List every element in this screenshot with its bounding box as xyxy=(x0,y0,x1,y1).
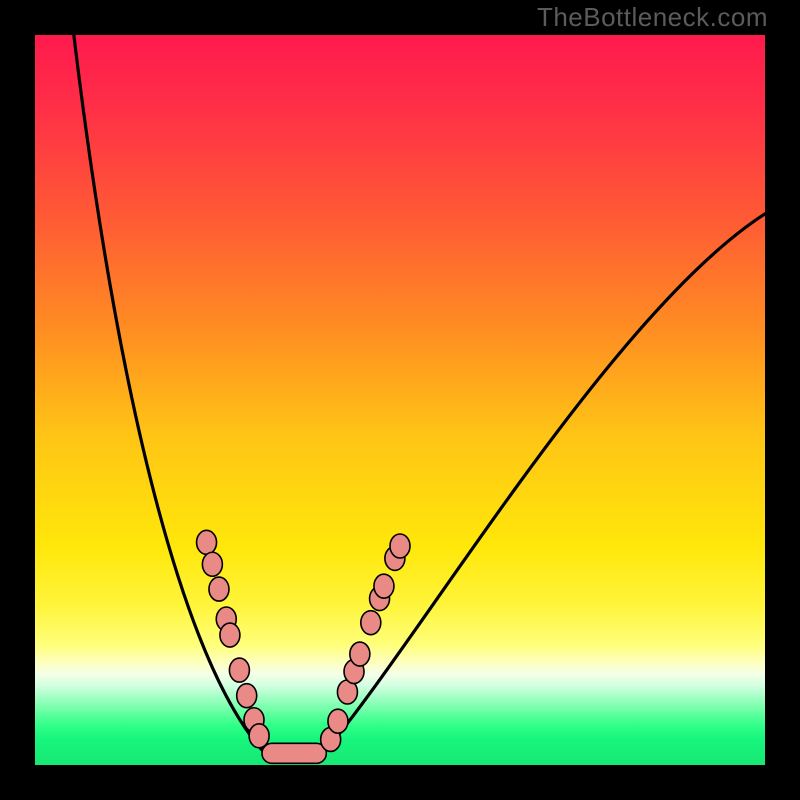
chart-svg xyxy=(35,35,765,765)
marker-left xyxy=(220,623,240,647)
marker-left xyxy=(209,577,229,601)
marker-right xyxy=(328,709,348,733)
marker-left xyxy=(237,684,257,708)
marker-right xyxy=(390,534,410,558)
marker-flat-pill xyxy=(262,743,326,763)
chart-frame: TheBottleneck.com xyxy=(0,0,800,800)
marker-left xyxy=(202,552,222,576)
marker-right xyxy=(361,611,381,635)
plot-area xyxy=(35,35,765,765)
marker-right xyxy=(350,642,370,666)
marker-left xyxy=(229,658,249,682)
gradient-background xyxy=(35,35,765,765)
watermark-text: TheBottleneck.com xyxy=(537,2,768,33)
marker-left xyxy=(249,724,269,748)
marker-right xyxy=(374,574,394,598)
marker-left xyxy=(197,530,217,554)
